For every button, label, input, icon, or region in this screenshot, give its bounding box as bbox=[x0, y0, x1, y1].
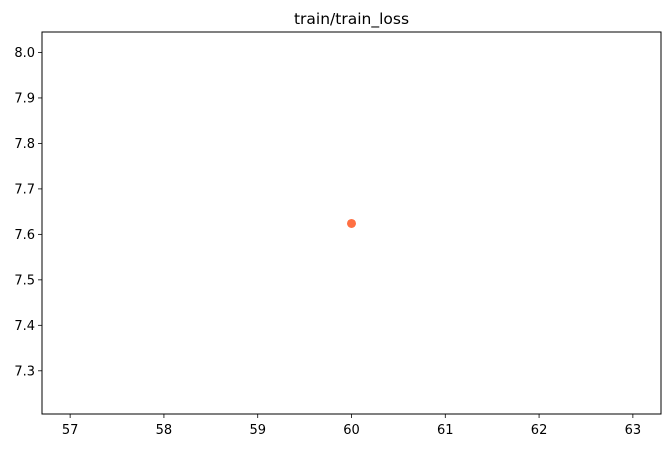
x-axis: 57 58 59 60 61 62 63 bbox=[62, 414, 641, 438]
y-tick-label: 7.8 bbox=[14, 137, 35, 152]
y-tick-label: 7.3 bbox=[14, 364, 35, 379]
y-tick-label: 7.6 bbox=[14, 228, 35, 243]
x-tick-label: 59 bbox=[249, 423, 266, 438]
data-point bbox=[347, 218, 356, 228]
x-tick-label: 63 bbox=[625, 423, 642, 438]
y-tick-label: 8.0 bbox=[14, 46, 35, 61]
y-tick-label: 7.5 bbox=[14, 273, 35, 288]
y-tick-label: 7.4 bbox=[14, 319, 35, 334]
chart-title: train/train_loss bbox=[294, 10, 409, 29]
y-tick-label: 7.9 bbox=[14, 91, 35, 106]
plot-points bbox=[347, 218, 356, 228]
x-tick-label: 61 bbox=[437, 423, 454, 438]
x-tick-label: 57 bbox=[62, 423, 79, 438]
plot-frame bbox=[41, 31, 662, 415]
y-tick-label: 7.7 bbox=[14, 182, 35, 197]
x-tick-label: 58 bbox=[156, 423, 173, 438]
x-tick-label: 60 bbox=[343, 423, 360, 438]
y-axis: 7.3 7.4 7.5 7.6 7.7 7.8 7.9 8.0 bbox=[14, 46, 42, 379]
x-tick-label: 62 bbox=[531, 423, 548, 438]
